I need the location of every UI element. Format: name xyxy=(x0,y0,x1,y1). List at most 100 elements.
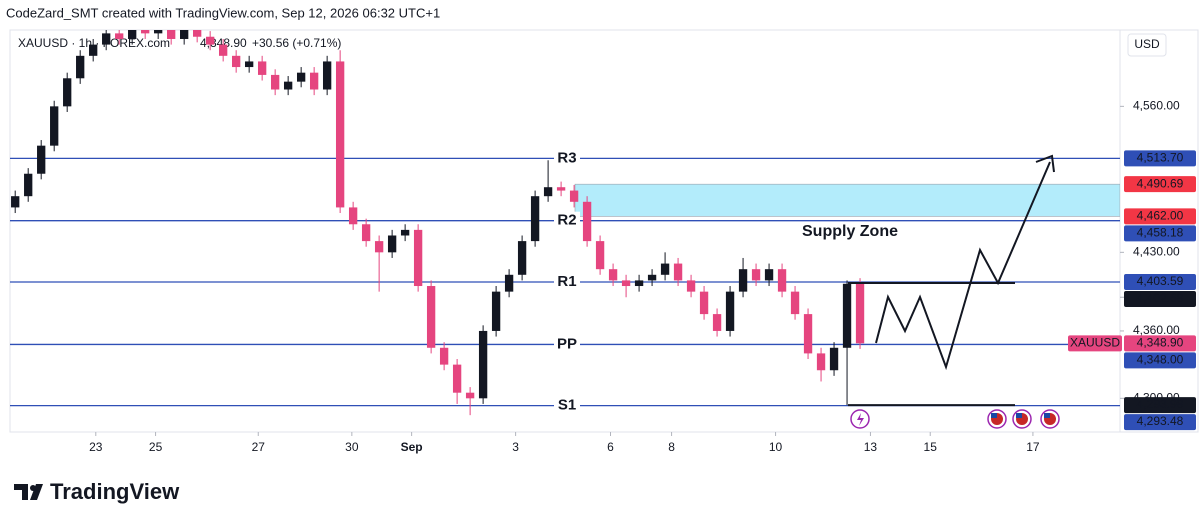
candle-body xyxy=(504,274,514,292)
candle-body xyxy=(517,241,527,275)
candle-body xyxy=(634,280,644,287)
candle-body xyxy=(206,36,215,45)
logo xyxy=(14,484,43,500)
candle-body xyxy=(167,30,176,39)
legend-change: +30.56 (+0.71%) xyxy=(252,36,341,50)
price-label-bg xyxy=(1124,335,1196,352)
candle-body xyxy=(50,106,59,146)
candle-body xyxy=(712,314,722,331)
candle-body xyxy=(76,55,85,79)
level-name: R3 xyxy=(557,149,576,166)
chart-frame xyxy=(9,29,1199,433)
x-tick-label: 10 xyxy=(769,440,783,454)
currency[interactable]: USD xyxy=(1134,37,1160,51)
projection xyxy=(875,161,1051,371)
candle-body xyxy=(361,224,371,242)
candle-body xyxy=(816,353,826,371)
candle-body xyxy=(257,61,267,75)
candle-body xyxy=(569,190,579,202)
price-label: 4,402.68 xyxy=(1137,291,1184,305)
candle-body xyxy=(63,78,72,107)
candle-body xyxy=(322,61,332,90)
candle-body xyxy=(426,286,436,348)
candle-body xyxy=(37,145,46,174)
candle-body xyxy=(296,72,306,82)
logo-dot xyxy=(30,485,36,491)
candle-body xyxy=(400,229,410,236)
candle-body xyxy=(102,33,111,45)
candle-body xyxy=(270,74,280,90)
flag-canton xyxy=(1016,413,1022,418)
price-label-bg xyxy=(1124,397,1196,414)
candle-body xyxy=(582,201,592,242)
candle-body xyxy=(491,291,501,331)
price-label-bg xyxy=(1124,225,1196,242)
candle-body xyxy=(764,269,774,281)
candle-body xyxy=(842,283,852,348)
candle-body xyxy=(193,30,202,37)
candle-body xyxy=(621,280,631,287)
supply-zone-label: Supply Zone xyxy=(802,223,898,240)
x-tick-label: 23 xyxy=(89,440,103,454)
price-label-bg xyxy=(1124,414,1196,431)
candle-body xyxy=(556,187,566,191)
price-label: 4,513.70 xyxy=(1137,151,1184,165)
candle-body xyxy=(478,330,488,399)
candle-body xyxy=(686,280,696,292)
price-label: 4,490.69 xyxy=(1137,176,1184,190)
candle-body xyxy=(154,30,163,34)
candle-body xyxy=(283,81,293,90)
candle-body xyxy=(647,274,657,281)
candle-body xyxy=(348,207,358,225)
candle-body xyxy=(777,269,787,292)
candle-body xyxy=(699,291,709,315)
candle-body xyxy=(24,173,33,197)
level-name-bg xyxy=(554,335,580,354)
candle-body xyxy=(829,347,839,371)
price-label: 4,458.18 xyxy=(1137,226,1184,240)
flag-canton xyxy=(1044,413,1050,418)
header: CodeZard_SMT created with TradingView.co… xyxy=(6,5,440,20)
level-name: R1 xyxy=(557,273,576,290)
price-label-bg xyxy=(1124,273,1196,290)
candle-body xyxy=(232,55,241,68)
candle-body xyxy=(608,269,618,281)
x-tick-label: 30 xyxy=(345,440,359,454)
price-label-bg xyxy=(1124,176,1196,193)
price-label-bg xyxy=(1124,290,1196,307)
candle-body xyxy=(89,44,98,56)
level-name: S1 xyxy=(558,397,576,414)
x-tick-label: 15 xyxy=(924,440,938,454)
candle-body xyxy=(335,61,345,208)
candle-body xyxy=(439,347,449,365)
x-tick-label: 27 xyxy=(252,440,266,454)
x-tick-label: 17 xyxy=(1026,440,1040,454)
price-label-bg xyxy=(1124,150,1196,167)
event-bolt xyxy=(857,413,864,426)
candle-body xyxy=(115,33,124,39)
price-label: 4,462.00 xyxy=(1137,209,1184,223)
candle-body xyxy=(128,30,137,39)
level-name: R2 xyxy=(557,212,576,229)
y-tick-label: 4,560.00 xyxy=(1133,99,1180,113)
price-label: 4,348.00 xyxy=(1137,353,1184,367)
candle-body xyxy=(595,241,605,270)
x-tick-label: 6 xyxy=(607,440,614,454)
candle-body xyxy=(11,196,20,208)
x-tick-label: 3 xyxy=(512,440,519,454)
price-label: 4,293.98 xyxy=(1137,397,1184,411)
candle-body xyxy=(738,269,748,292)
candle-body xyxy=(141,30,150,34)
x-tick-label: Sep xyxy=(401,440,423,454)
currency-button[interactable] xyxy=(1127,33,1167,57)
candle-body xyxy=(751,269,761,281)
candle-body xyxy=(543,187,553,197)
price-label: 4,403.59 xyxy=(1137,274,1184,288)
candle-body xyxy=(219,44,228,56)
candle-body xyxy=(374,241,384,253)
price-label-bg xyxy=(1124,352,1196,369)
candle-body xyxy=(790,291,800,315)
candle-body xyxy=(660,263,670,275)
level-name-bg xyxy=(554,211,580,230)
level-name: PP xyxy=(557,335,577,352)
